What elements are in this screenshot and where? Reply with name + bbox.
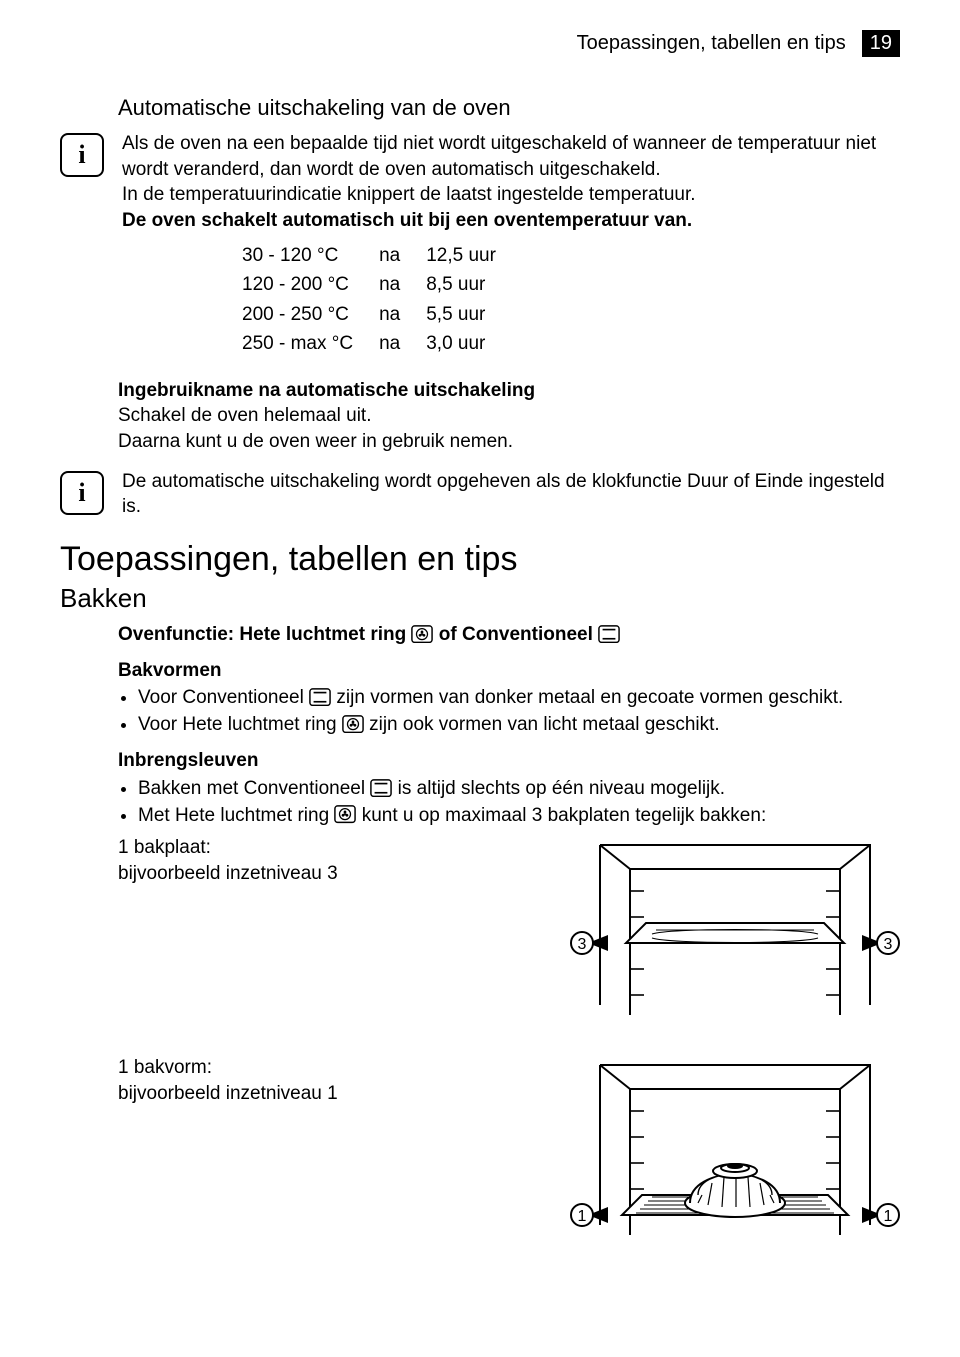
fig2-level-label-left: 1 [578, 1208, 587, 1225]
table-row: 120 - 200 °Cna8,5 uur [242, 271, 520, 299]
fig2-line1: 1 bakvorm: [118, 1055, 546, 1081]
info-icon: i [60, 471, 104, 515]
bakvormen-item-2: Voor Hete luchtmet ring zijn ook vormen … [138, 712, 900, 739]
inbrengsleuven-heading: Inbrengsleuven [118, 748, 900, 774]
sub2-p2: Daarna kunt u de oven weer in gebruik ne… [118, 429, 900, 455]
page-number: 19 [862, 30, 900, 57]
table-row: 30 - 120 °Cna12,5 uur [242, 242, 520, 270]
sub2-heading: Ingebruikname na automatische uitschakel… [118, 378, 900, 404]
fan-ring-icon [342, 715, 364, 733]
fig1-line1: 1 bakplaat: [118, 835, 546, 861]
fig2-level-label-right: 1 [884, 1208, 893, 1225]
table-cell: 120 - 200 °C [242, 271, 377, 299]
table-cell: na [379, 242, 424, 270]
table-cell: 5,5 uur [426, 301, 520, 329]
table-row: 200 - 250 °Cna5,5 uur [242, 301, 520, 329]
info-block-2: i De automatische uitschakeling wordt op… [60, 469, 900, 520]
inbreng-item-2: Met Hete luchtmet ring kunt u op maximaa… [138, 803, 900, 830]
info1-paragraph-1: Als de oven na een bepaalde tijd niet wo… [122, 131, 900, 182]
table-cell: 12,5 uur [426, 242, 520, 270]
figure-1-row: 1 bakplaat: bijvoorbeeld inzetniveau 3 [118, 835, 900, 1025]
sub2-p1: Schakel de oven helemaal uit. [118, 403, 900, 429]
conventional-icon [309, 688, 331, 706]
table-cell: 3,0 uur [426, 330, 520, 358]
section-heading-auto-shutoff: Automatische uitschakeling van de oven [118, 95, 900, 121]
fig1-level-label-right: 3 [884, 936, 893, 953]
bakvormen-item-1: Voor Conventioneel zijn vormen van donke… [138, 685, 900, 712]
subsection-heading-bakken: Bakken [60, 583, 900, 614]
table-cell: na [379, 271, 424, 299]
ovenfunctie-mid: of Conventioneel [433, 624, 598, 645]
info1-paragraph-2: In de temperatuurindicatie knippert de l… [122, 182, 900, 208]
section-heading-toepassingen: Toepassingen, tabellen en tips [60, 540, 900, 579]
figure-2-row: 1 bakvorm: bijvoorbeeld inzetniveau 1 [118, 1055, 900, 1245]
info-block-1: i Als de oven na een bepaalde tijd niet … [60, 131, 900, 234]
info2-paragraph-1: De automatische uitschakeling wordt opge… [122, 469, 900, 520]
table-cell: na [379, 301, 424, 329]
table-cell: na [379, 330, 424, 358]
table-cell: 8,5 uur [426, 271, 520, 299]
document-page: Toepassingen, tabellen en tips 19 Automa… [0, 0, 960, 1285]
ovenfunctie-pre: Ovenfunctie: Hete luchtmet ring [118, 624, 411, 645]
inbrengsleuven-list: Bakken met Conventioneel is altijd slech… [118, 776, 900, 829]
shutoff-table: 30 - 120 °Cna12,5 uur120 - 200 °Cna8,5 u… [240, 240, 522, 360]
table-cell: 250 - max °C [242, 330, 377, 358]
fan-ring-icon [334, 805, 356, 823]
table-row: 250 - max °Cna3,0 uur [242, 330, 520, 358]
fig2-line2: bijvoorbeeld inzetniveau 1 [118, 1081, 546, 1107]
conventional-icon [598, 625, 620, 643]
oven-illustration-2: 1 1 [570, 1055, 900, 1245]
info-icon: i [60, 133, 104, 177]
info1-paragraph-3: De oven schakelt automatisch uit bij een… [122, 208, 900, 234]
table-cell: 30 - 120 °C [242, 242, 377, 270]
fig1-level-label-left: 3 [578, 936, 587, 953]
ovenfunctie-line: Ovenfunctie: Hete luchtmet ring of Conve… [118, 622, 900, 648]
bakvormen-list: Voor Conventioneel zijn vormen van donke… [118, 685, 900, 738]
fan-ring-icon [411, 625, 433, 643]
oven-illustration-1: 3 3 [570, 835, 900, 1025]
page-header: Toepassingen, tabellen en tips 19 [60, 30, 900, 57]
fig1-line2: bijvoorbeeld inzetniveau 3 [118, 861, 546, 887]
inbreng-item-1: Bakken met Conventioneel is altijd slech… [138, 776, 900, 803]
bakvormen-heading: Bakvormen [118, 658, 900, 684]
table-cell: 200 - 250 °C [242, 301, 377, 329]
conventional-icon [370, 779, 392, 797]
header-title: Toepassingen, tabellen en tips [577, 32, 846, 55]
